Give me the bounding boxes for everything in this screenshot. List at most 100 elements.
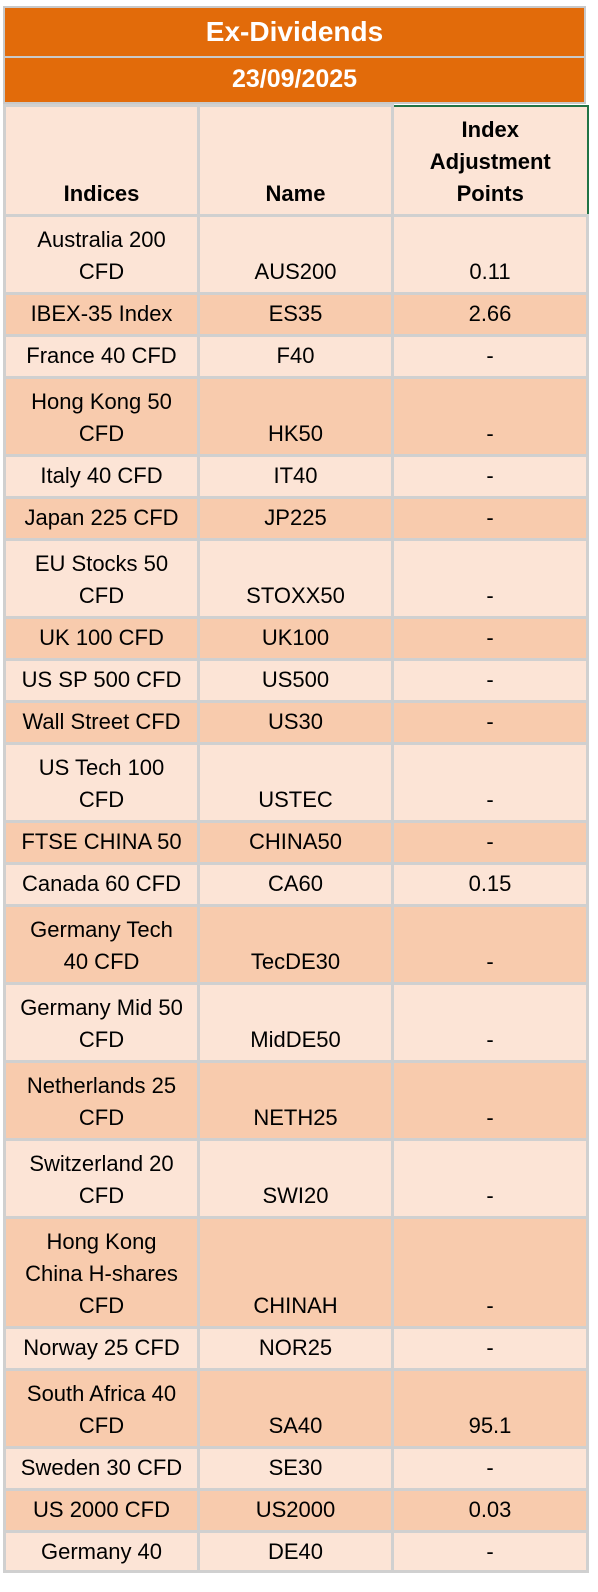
cell-points[interactable]: - [391,658,589,703]
cell-points[interactable]: - [391,454,589,499]
table-row: Australia 200 CFD AUS200 0.11 [3,214,589,295]
table-body: Australia 200 CFD AUS200 0.11 IBEX-35 Index… [3,214,589,1573]
cell-name[interactable]: US30 [197,700,394,745]
cell-points[interactable]: - [391,904,589,985]
table-row: Switzerland 20 CFD SWI20- [3,1138,589,1219]
cell-name[interactable]: DE40 [197,1530,394,1573]
cell-index[interactable]: US SP 500 CFD [3,658,200,703]
cell-name[interactable]: F40 [197,334,394,379]
cell-points[interactable]: - [391,376,589,457]
cell-name[interactable]: JP225 [197,496,394,541]
sheet-title: Ex-Dividends [3,6,586,58]
header-adjustment-label: Index Adjustment Points [429,117,551,206]
cell-index[interactable]: Canada 60 CFD [3,862,200,907]
cell-name[interactable]: IT40 [197,454,394,499]
cell-index[interactable]: Japan 225 CFD [3,496,200,541]
cell-index[interactable]: Hong Kong China H-shares CFD [3,1216,200,1329]
cell-name[interactable]: SWI20 [197,1138,394,1219]
cell-points[interactable]: - [391,616,589,661]
cell-points[interactable]: - [391,1530,589,1573]
cell-name[interactable]: USTEC [197,742,394,823]
cell-index[interactable]: UK 100 CFD [3,616,200,661]
cell-index[interactable]: US Tech 100 CFD [3,742,200,823]
table-row: FTSE CHINA 50 CHINA50- [3,820,589,865]
cell-index[interactable]: South Africa 40 CFD [3,1368,200,1449]
cell-name[interactable]: HK50 [197,376,394,457]
cell-points[interactable]: - [391,1326,589,1371]
table-row: US Tech 100 CFD USTEC - [3,742,589,823]
cell-index[interactable]: Italy 40 CFD [3,454,200,499]
cell-name[interactable]: NOR25 [197,1326,394,1371]
cell-name[interactable]: TecDE30 [197,904,394,985]
table-row: South Africa 40 CFD SA40 95.1 [3,1368,589,1449]
table-row: Netherlands 25 CFD NETH25- [3,1060,589,1141]
ex-dividends-sheet: Ex-Dividends 23/09/2025 Indices Name Ind… [3,6,589,1573]
table-row: IBEX-35 Index ES35 2.66 [3,292,589,337]
table-row: Canada 60 CFD CA60 0.15 [3,862,589,907]
table-row: France 40 CFD F40- [3,334,589,379]
cell-index[interactable]: Switzerland 20 CFD [3,1138,200,1219]
cell-points[interactable]: - [391,334,589,379]
cell-index[interactable]: Australia 200 CFD [3,214,200,295]
cell-name[interactable]: UK100 [197,616,394,661]
cell-points[interactable]: - [391,1138,589,1219]
cell-index[interactable]: Germany Tech 40 CFD [3,904,200,985]
cell-name[interactable]: CHINA50 [197,820,394,865]
cell-index[interactable]: US 2000 CFD [3,1488,200,1533]
header-row: Indices Name Index Adjustment Points [3,104,589,217]
cell-name[interactable]: CA60 [197,862,394,907]
cell-index[interactable]: Sweden 30 CFD [3,1446,200,1491]
cell-points[interactable]: 0.03 [391,1488,589,1533]
cell-name[interactable]: AUS200 [197,214,394,295]
cell-points[interactable]: 95.1 [391,1368,589,1449]
cell-index[interactable]: FTSE CHINA 50 [3,820,200,865]
cell-name[interactable]: ES35 [197,292,394,337]
cell-index[interactable]: IBEX-35 Index [3,292,200,337]
cell-index[interactable]: Germany 40 [3,1530,200,1573]
table-row: Norway 25 CFD NOR25- [3,1326,589,1371]
table-row: EU Stocks 50 CFD STOXX50- [3,538,589,619]
cell-points[interactable]: 0.11 [391,214,589,295]
cell-index[interactable]: Hong Kong 50 CFD [3,376,200,457]
cell-points[interactable]: - [391,982,589,1063]
cell-points[interactable]: - [391,496,589,541]
cell-index[interactable]: Germany Mid 50 CFD [3,982,200,1063]
table-row: US SP 500 CFD US500- [3,658,589,703]
table-row: Wall Street CFD US30- [3,700,589,745]
cell-index[interactable]: EU Stocks 50 CFD [3,538,200,619]
cell-points[interactable]: - [391,1446,589,1491]
cell-name[interactable]: US500 [197,658,394,703]
table-row: Germany Tech 40 CFD TecDE30- [3,904,589,985]
cell-index[interactable]: France 40 CFD [3,334,200,379]
header-indices[interactable]: Indices [3,104,200,217]
cell-index[interactable]: Norway 25 CFD [3,1326,200,1371]
cell-index[interactable]: Netherlands 25 CFD [3,1060,200,1141]
header-name[interactable]: Name [197,104,394,217]
ex-dividends-table: Indices Name Index Adjustment Points Aus… [3,104,589,1573]
table-row: Hong Kong 50 CFD HK50- [3,376,589,457]
table-row: Germany 40 DE40- [3,1530,589,1573]
cell-name[interactable]: SA40 [197,1368,394,1449]
cell-name[interactable]: MidDE50 [197,982,394,1063]
cell-points[interactable]: 0.15 [391,862,589,907]
table-row: Sweden 30 CFD SE30- [3,1446,589,1491]
cell-name[interactable]: US2000 [197,1488,394,1533]
cell-points[interactable]: - [391,538,589,619]
cell-points[interactable]: - [391,742,589,823]
table-row: UK 100 CFD UK100- [3,616,589,661]
header-index-adjustment-points[interactable]: Index Adjustment Points [391,104,589,217]
table-row: US 2000 CFD US2000 0.03 [3,1488,589,1533]
cell-name[interactable]: SE30 [197,1446,394,1491]
cell-points[interactable]: - [391,1060,589,1141]
cell-name[interactable]: STOXX50 [197,538,394,619]
cell-name[interactable]: NETH25 [197,1060,394,1141]
cell-points[interactable]: - [391,700,589,745]
cell-points[interactable]: 2.66 [391,292,589,337]
cell-index[interactable]: Wall Street CFD [3,700,200,745]
cell-points[interactable]: - [391,820,589,865]
cell-points[interactable]: - [391,1216,589,1329]
table-row: Japan 225 CFD JP225- [3,496,589,541]
sheet-date: 23/09/2025 [3,58,586,104]
table-row: Germany Mid 50 CFD MidDE50- [3,982,589,1063]
cell-name[interactable]: CHINAH [197,1216,394,1329]
